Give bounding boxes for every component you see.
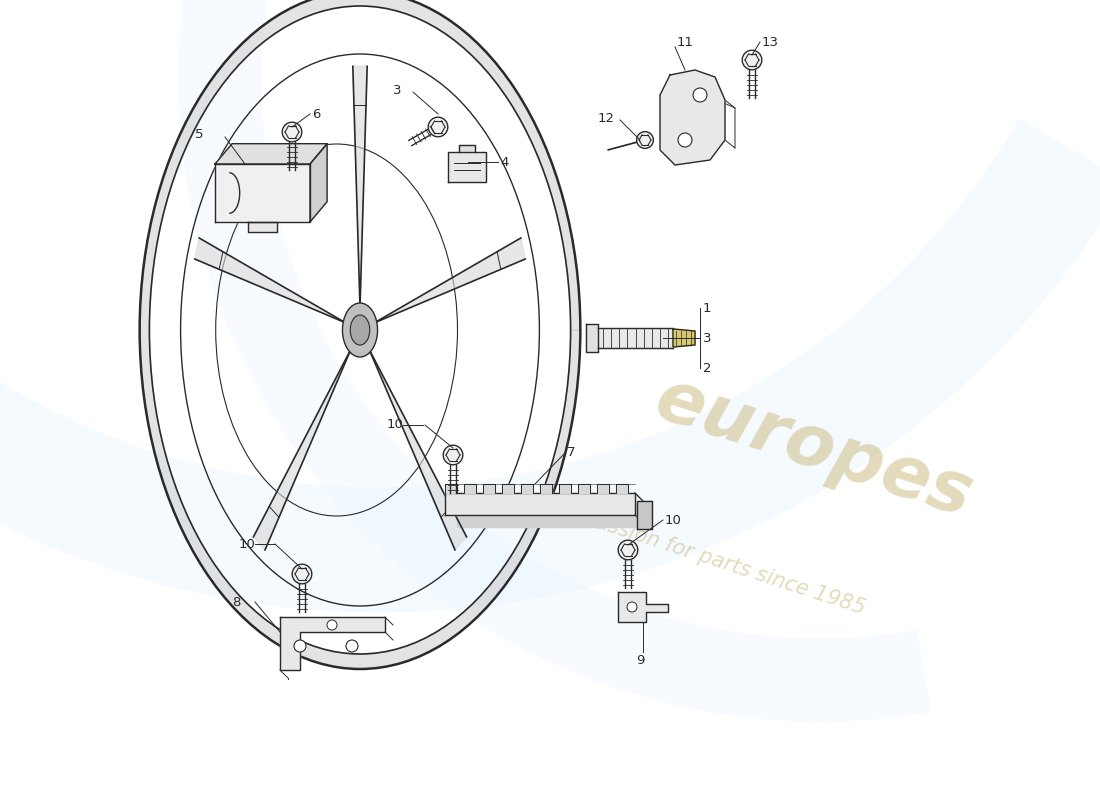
Polygon shape (353, 66, 367, 303)
Text: 8: 8 (232, 595, 241, 609)
Polygon shape (637, 501, 652, 529)
Polygon shape (540, 484, 552, 493)
Polygon shape (559, 484, 571, 493)
Circle shape (627, 602, 637, 612)
Polygon shape (660, 70, 725, 165)
Polygon shape (616, 484, 628, 493)
Polygon shape (586, 324, 598, 352)
Polygon shape (460, 145, 474, 152)
Text: 9: 9 (636, 654, 645, 666)
Text: 5: 5 (195, 127, 204, 141)
Circle shape (678, 133, 692, 147)
Polygon shape (253, 352, 350, 550)
Text: 6: 6 (312, 107, 320, 121)
Polygon shape (249, 222, 277, 233)
Circle shape (283, 122, 301, 142)
Circle shape (637, 131, 653, 149)
Polygon shape (502, 484, 514, 493)
Text: 11: 11 (676, 37, 694, 50)
Polygon shape (140, 0, 581, 669)
Circle shape (327, 620, 337, 630)
Circle shape (443, 445, 463, 465)
Circle shape (618, 540, 638, 560)
Polygon shape (195, 238, 343, 322)
Text: a passion for parts since 1985: a passion for parts since 1985 (562, 502, 868, 618)
Circle shape (693, 88, 707, 102)
Text: 7: 7 (566, 446, 575, 459)
Text: 10: 10 (238, 538, 255, 550)
Text: europes: europes (647, 364, 981, 532)
Text: 4: 4 (500, 155, 508, 169)
Polygon shape (310, 144, 327, 222)
Text: 3: 3 (703, 331, 712, 345)
Text: 2: 2 (703, 362, 712, 374)
Text: 3: 3 (393, 83, 402, 97)
Polygon shape (618, 592, 668, 622)
Circle shape (428, 118, 448, 137)
Circle shape (742, 50, 762, 70)
Polygon shape (597, 484, 609, 493)
Polygon shape (464, 484, 476, 493)
Polygon shape (673, 329, 695, 347)
Polygon shape (598, 328, 673, 348)
Polygon shape (448, 152, 486, 182)
Polygon shape (446, 493, 635, 515)
Polygon shape (456, 505, 647, 527)
Polygon shape (521, 484, 532, 493)
Text: 1: 1 (703, 302, 712, 314)
Polygon shape (214, 144, 327, 164)
Text: 12: 12 (598, 111, 615, 125)
Ellipse shape (342, 303, 377, 357)
Polygon shape (280, 617, 385, 670)
Polygon shape (446, 484, 456, 493)
Circle shape (346, 640, 358, 652)
Polygon shape (376, 238, 526, 322)
Text: 13: 13 (762, 35, 779, 49)
Polygon shape (483, 484, 495, 493)
Polygon shape (578, 484, 590, 493)
Circle shape (293, 564, 311, 584)
Circle shape (294, 640, 306, 652)
Polygon shape (371, 352, 466, 550)
Text: 10: 10 (386, 418, 403, 431)
Text: 10: 10 (666, 514, 682, 526)
Polygon shape (214, 164, 310, 222)
Ellipse shape (350, 315, 370, 345)
